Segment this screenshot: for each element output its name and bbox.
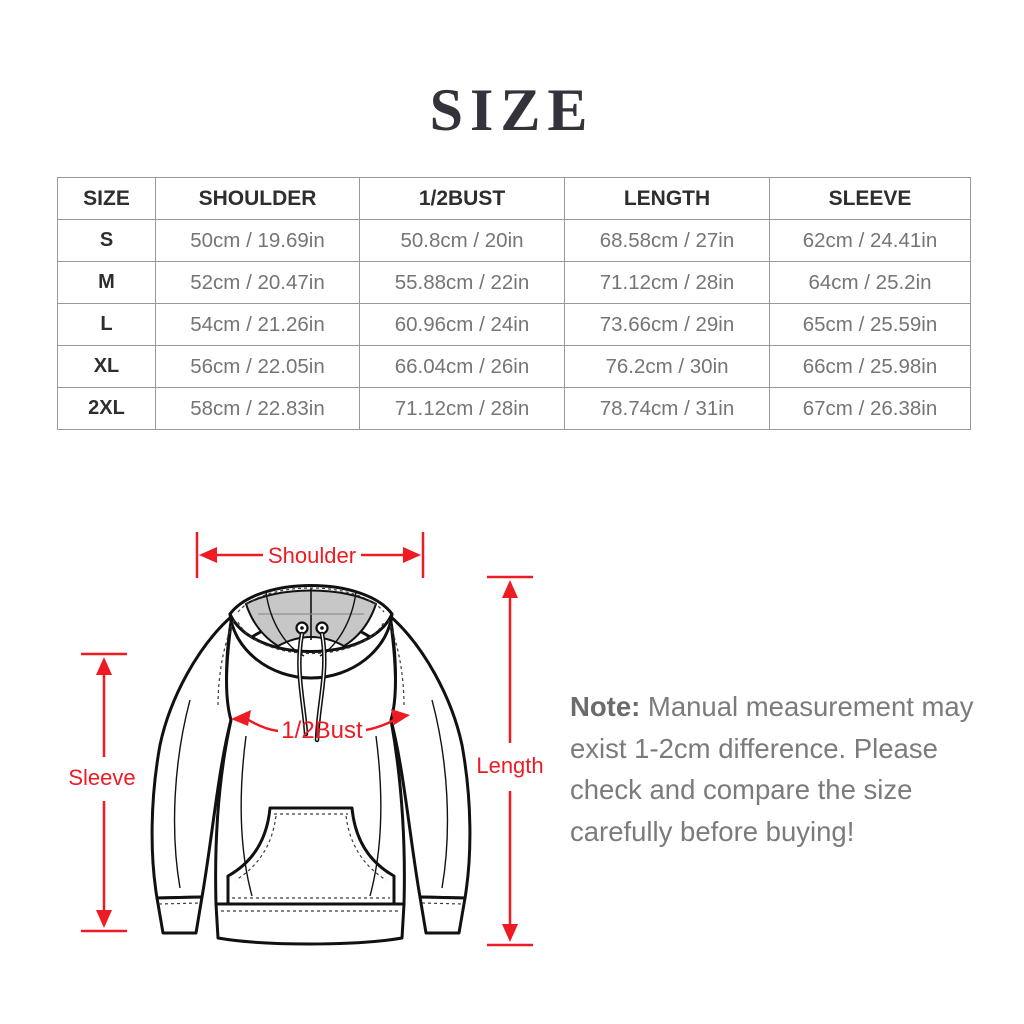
right-eyelet-hole xyxy=(320,626,324,630)
hood-rim-stitch xyxy=(237,587,385,613)
size-table-header-row: SIZE SHOULDER 1/2BUST LENGTH SLEEVE xyxy=(57,177,971,220)
shoulder-value: 52cm / 20.47in xyxy=(155,261,360,304)
pocket-left-stitch xyxy=(235,815,277,881)
sleeve-label: Sleeve xyxy=(68,765,135,790)
sleeve-value: 67cm / 26.38in xyxy=(769,387,971,430)
length-value: 73.66cm / 29in xyxy=(564,303,770,346)
halfbust-value: 55.88cm / 22in xyxy=(359,261,565,304)
left-sleeve xyxy=(150,614,234,900)
right-shoulder-stitch xyxy=(387,619,405,707)
body xyxy=(214,614,406,906)
right-body-fold xyxy=(369,735,382,897)
table-row-m: M 52cm / 20.47in 55.88cm / 22in 71.12cm … xyxy=(57,261,971,304)
halfbust-value: 60.96cm / 24in xyxy=(359,303,565,346)
size-label: S xyxy=(57,219,156,262)
page-title: SIZE xyxy=(429,77,595,143)
measurement-annotations: Shoulder 1/2Bust Length xyxy=(68,532,544,947)
halfbust-label: 1/2Bust xyxy=(281,717,363,744)
column-header-size: SIZE xyxy=(57,177,156,220)
hoodie-illustration xyxy=(150,584,472,946)
length-value: 68.58cm / 27in xyxy=(564,219,770,262)
sleeve-value: 62cm / 24.41in xyxy=(769,219,971,262)
left-sleeve-fold xyxy=(173,699,191,889)
left-shoulder-stitch xyxy=(217,619,235,707)
right-drawstring-highlight xyxy=(316,633,325,741)
right-sleeve xyxy=(388,614,472,900)
hem-band xyxy=(214,902,406,946)
measurement-note: Note: Manual measurement may exist 1-2cm… xyxy=(570,686,984,852)
halfbust-value: 71.12cm / 28in xyxy=(359,387,565,430)
length-value: 78.74cm / 31in xyxy=(564,387,770,430)
sleeve-value: 65cm / 25.59in xyxy=(769,303,971,346)
column-header-length: LENGTH xyxy=(564,177,770,220)
sleeve-value: 64cm / 25.2in xyxy=(769,261,971,304)
shoulder-value: 54cm / 21.26in xyxy=(155,303,360,346)
shoulder-measure-arrow: Shoulder xyxy=(195,532,425,578)
right-sleeve-fold xyxy=(431,699,449,889)
collar-fold-left xyxy=(265,591,305,657)
sleeve-value: 66cm / 25.98in xyxy=(769,345,971,388)
pocket-right-stitch xyxy=(345,815,387,881)
size-label: L xyxy=(57,303,156,346)
hood xyxy=(228,584,394,646)
size-label: XL xyxy=(57,345,156,388)
length-measure-arrow: Length xyxy=(476,575,544,947)
left-drawstring xyxy=(297,631,309,737)
note-text: Manual measurement may exist 1-2cm diffe… xyxy=(570,691,974,847)
column-header-shoulder: SHOULDER xyxy=(155,177,360,220)
hood-interior xyxy=(244,589,378,648)
shoulder-value: 50cm / 19.69in xyxy=(155,219,360,262)
halfbust-value: 66.04cm / 26in xyxy=(359,345,565,388)
shoulder-value: 58cm / 22.83in xyxy=(155,387,360,430)
halfbust-measure-arrow: 1/2Bust xyxy=(231,709,410,744)
left-eyelet-hole xyxy=(300,626,304,630)
table-row-l: L 54cm / 21.26in 60.96cm / 24in 73.66cm … xyxy=(57,303,971,346)
left-eyelet xyxy=(295,621,309,635)
right-cuff-stitch xyxy=(421,902,464,905)
size-label: 2XL xyxy=(57,387,156,430)
note-label: Note: xyxy=(570,691,641,722)
collar-fold-right xyxy=(319,591,357,657)
right-cuff xyxy=(418,895,467,935)
table-row-s: S 50cm / 19.69in 50.8cm / 20in 68.58cm /… xyxy=(57,219,971,262)
size-table: SIZE SHOULDER 1/2BUST LENGTH SLEEVE S 50… xyxy=(57,177,971,430)
length-value: 76.2cm / 30in xyxy=(564,345,770,388)
left-body-fold xyxy=(240,735,253,897)
shoulder-label: Shoulder xyxy=(268,543,356,568)
kangaroo-pocket xyxy=(226,806,396,906)
left-cuff-stitch xyxy=(158,902,201,905)
column-header-sleeve: SLEEVE xyxy=(769,177,971,220)
right-eyelet xyxy=(315,621,329,635)
collar-stitch xyxy=(237,621,385,654)
collar xyxy=(228,612,394,680)
sleeve-measure-arrow: Sleeve xyxy=(68,652,136,933)
length-value: 71.12cm / 28in xyxy=(564,261,770,304)
halfbust-value: 50.8cm / 20in xyxy=(359,219,565,262)
right-drawstring xyxy=(314,631,327,743)
table-row-xl: XL 56cm / 22.05in 66.04cm / 26in 76.2cm … xyxy=(57,345,971,388)
length-label: Length xyxy=(476,753,543,778)
left-cuff xyxy=(155,895,204,935)
shoulder-value: 56cm / 22.05in xyxy=(155,345,360,388)
column-header-halfbust: 1/2BUST xyxy=(359,177,565,220)
size-label: M xyxy=(57,261,156,304)
table-row-2xl: 2XL 58cm / 22.83in 71.12cm / 28in 78.74c… xyxy=(57,387,971,430)
left-drawstring-highlight xyxy=(298,633,307,735)
